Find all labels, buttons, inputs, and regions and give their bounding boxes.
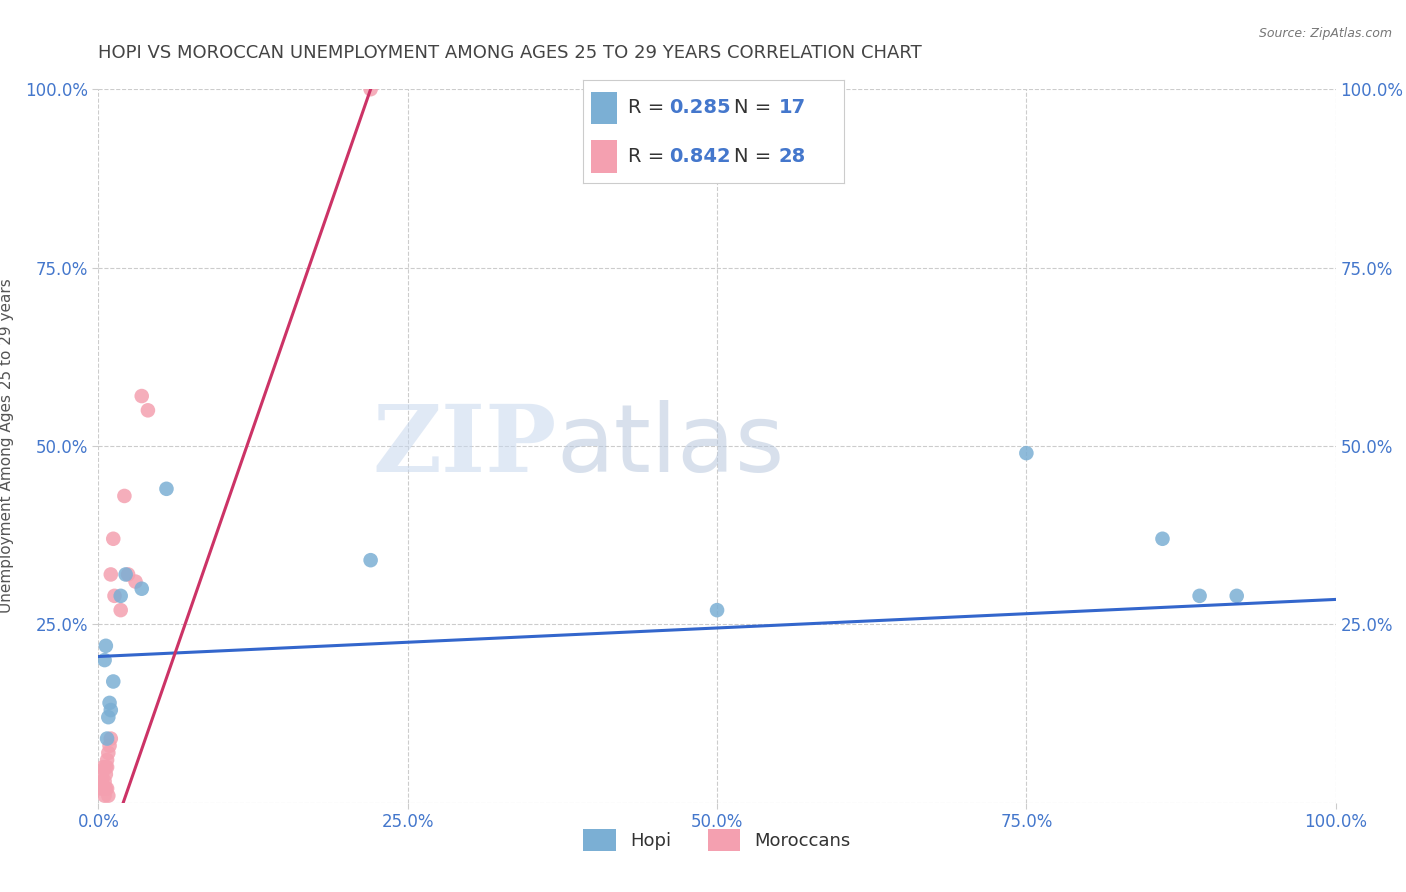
Point — [91, 774, 114, 789]
Text: Source: ZipAtlas.com: Source: ZipAtlas.com — [1258, 27, 1392, 40]
Text: 17: 17 — [779, 98, 806, 118]
Point — [96, 760, 118, 774]
Y-axis label: Unemployment Among Ages 25 to 29 years: Unemployment Among Ages 25 to 29 years — [0, 278, 14, 614]
Point — [100, 703, 122, 717]
Point — [131, 389, 153, 403]
Legend: Hopi, Moroccans: Hopi, Moroccans — [576, 822, 858, 858]
Point — [96, 731, 118, 746]
Text: N =: N = — [734, 146, 778, 166]
Point — [91, 767, 114, 781]
Point — [1152, 532, 1174, 546]
Text: 28: 28 — [779, 146, 806, 166]
Point — [93, 774, 115, 789]
Point — [93, 760, 115, 774]
Point — [97, 746, 120, 760]
Point — [1188, 589, 1211, 603]
Text: R =: R = — [627, 98, 671, 118]
Point — [706, 603, 728, 617]
Point — [97, 710, 120, 724]
Point — [110, 589, 132, 603]
Point — [103, 589, 125, 603]
Point — [97, 789, 120, 803]
Bar — [592, 140, 617, 173]
Point — [117, 567, 139, 582]
Point — [96, 753, 118, 767]
Point — [155, 482, 177, 496]
Point — [94, 639, 117, 653]
Point — [93, 653, 115, 667]
Point — [90, 781, 112, 796]
Point — [112, 489, 135, 503]
Point — [1015, 446, 1038, 460]
Point — [96, 781, 118, 796]
Point — [94, 781, 117, 796]
Point — [103, 674, 125, 689]
Point — [114, 567, 136, 582]
Point — [360, 553, 382, 567]
Point — [360, 82, 382, 96]
Point — [94, 760, 117, 774]
Text: atlas: atlas — [557, 400, 785, 492]
Point — [98, 696, 121, 710]
Text: ZIP: ZIP — [373, 401, 557, 491]
Point — [93, 781, 115, 796]
Point — [93, 781, 115, 796]
Text: 0.842: 0.842 — [669, 146, 731, 166]
Text: R =: R = — [627, 146, 671, 166]
Text: HOPI VS MOROCCAN UNEMPLOYMENT AMONG AGES 25 TO 29 YEARS CORRELATION CHART: HOPI VS MOROCCAN UNEMPLOYMENT AMONG AGES… — [98, 45, 922, 62]
Bar — [592, 92, 617, 124]
Point — [94, 767, 117, 781]
Point — [1226, 589, 1249, 603]
Point — [100, 567, 122, 582]
Point — [131, 582, 153, 596]
Point — [103, 532, 125, 546]
Text: 0.285: 0.285 — [669, 98, 731, 118]
Text: N =: N = — [734, 98, 778, 118]
Point — [100, 731, 122, 746]
Point — [124, 574, 146, 589]
Point — [98, 739, 121, 753]
Point — [136, 403, 159, 417]
Point — [93, 789, 115, 803]
Point — [110, 603, 132, 617]
